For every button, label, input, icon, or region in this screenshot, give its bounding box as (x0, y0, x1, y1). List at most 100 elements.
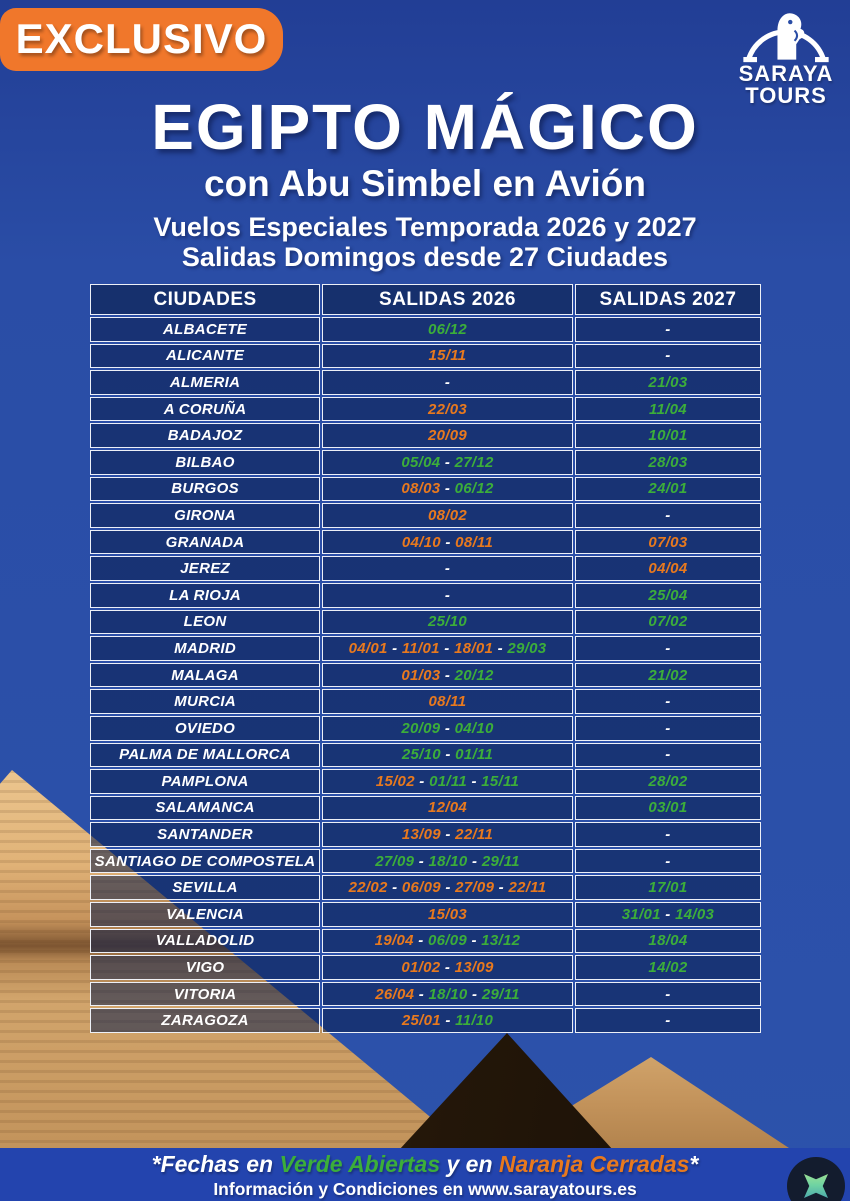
city-cell: PALMA DE MALLORCA (90, 742, 321, 768)
date-separator: - (414, 852, 429, 870)
salidas-2027-cell: 07/02 (574, 609, 761, 635)
salidas-2027-cell: 03/01 (574, 795, 761, 821)
city-cell: SEVILLA (90, 875, 321, 901)
no-departure-dash: - (665, 746, 671, 764)
table-header-row: CIUDADES SALIDAS 2026 SALIDAS 2027 (90, 284, 761, 315)
departure-date: 04/10 (454, 719, 494, 737)
salidas-2027-cell: 31/01 - 14/03 (574, 902, 761, 927)
departure-date: 21/03 (648, 373, 688, 391)
city-cell: BADAJOZ (90, 423, 321, 448)
page-subtitle: con Abu Simbel en Avión (204, 163, 646, 204)
salidas-2026-cell: 08/03 - 06/12 (322, 476, 573, 502)
salidas-2026-cell: 06/12 (322, 317, 573, 342)
table-row: MADRID 04/01 - 11/01 - 18/01 - 29/03- (90, 636, 761, 661)
date-separator: - (413, 932, 428, 950)
city-cell: GRANADA (90, 529, 321, 555)
star-icon (792, 1162, 840, 1201)
column-header: CIUDADES (90, 284, 321, 315)
departure-date: 22/11 (455, 826, 494, 844)
date-separator: - (467, 932, 482, 950)
date-separator: - (467, 772, 482, 790)
date-separator: - (467, 985, 482, 1003)
no-departure-dash: - (665, 852, 671, 870)
city-cell: VALENCIA (90, 902, 321, 927)
salidas-2026-cell: 13/09 - 22/11 (322, 822, 573, 847)
departure-date: 11/04 (648, 400, 687, 418)
star-badge (787, 1157, 845, 1201)
table-row: MALAGA 01/03 - 20/12 21/02 (90, 662, 761, 688)
city-cell: ZARAGOZA (90, 1008, 321, 1034)
departure-date: 15/03 (427, 905, 468, 923)
date-separator: - (467, 852, 482, 870)
city-cell: VALLADOLID (90, 928, 321, 954)
departure-date: 28/02 (648, 772, 688, 790)
departure-date: 03/01 (648, 799, 688, 817)
departure-date: 04/01 (348, 639, 388, 657)
salidas-2026-cell: 26/04 - 18/10 - 29/11 (322, 981, 573, 1007)
salidas-2027-cell: 14/02 (574, 955, 761, 980)
table-row: SEVILLA 22/02 - 06/09 - 27/09 - 22/11 17/0… (90, 875, 761, 901)
table-row: LEON 25/10 07/02 (90, 609, 761, 635)
date-separator: - (440, 480, 455, 498)
departure-date: 11/01 (401, 639, 440, 657)
date-separator: - (440, 533, 456, 551)
salidas-2026-cell: 20/09 - 04/10 (322, 715, 573, 741)
date-separator: - (440, 959, 455, 977)
departure-date: 25/01 (401, 1012, 441, 1030)
departure-date: 14/02 (648, 959, 688, 977)
table-row: ZARAGOZA 25/01 - 11/10- (90, 1008, 761, 1034)
table-row: A CORUÑA 22/03 11/04 (90, 396, 761, 422)
no-departure-dash: - (665, 985, 671, 1003)
departure-date: 29/11 (481, 985, 520, 1003)
departures-table: CIUDADES SALIDAS 2026 SALIDAS 2027 ALBACET… (88, 282, 763, 1035)
departure-date: 18/04 (648, 932, 688, 950)
table-row: GRANADA 04/10 - 08/11 07/03 (90, 529, 761, 555)
city-cell: VITORIA (90, 981, 321, 1007)
table-row: VALENCIA 15/03 31/01 - 14/03 (90, 902, 761, 927)
departure-date: 22/02 (348, 879, 388, 897)
city-cell: OVIEDO (90, 715, 321, 741)
salidas-2026-cell: - (322, 556, 573, 581)
departure-date: 27/09 (375, 852, 415, 870)
departure-date: 06/12 (427, 320, 468, 338)
departures-table-body: ALBACETE 06/12- ALICANTE 15/11- ALMERIA -21/0… (90, 317, 761, 1034)
salidas-2026-cell: 08/02 (322, 503, 573, 528)
departure-date: 18/01 (454, 639, 494, 657)
table-row: LA RIOJA - 25/04 (90, 582, 761, 608)
departure-date: 20/09 (427, 427, 468, 445)
departure-date: 08/03 (401, 480, 441, 498)
table-row: MURCIA 08/11 - (90, 689, 761, 714)
date-separator: - (440, 879, 456, 897)
no-departure-dash: - (665, 1012, 671, 1030)
departure-date: 06/09 (401, 879, 441, 897)
no-departure-dash: - (444, 373, 451, 391)
departure-date: 01/11 (455, 746, 494, 764)
city-cell: MADRID (90, 636, 321, 661)
salidas-2026-cell: 15/03 (322, 902, 573, 927)
departure-date: 22/11 (508, 879, 547, 897)
departure-date: 08/11 (455, 533, 494, 551)
date-separator: - (414, 985, 429, 1003)
salidas-2027-cell: - (574, 636, 761, 661)
brand-name-top: SARAYA (738, 61, 834, 86)
departure-date: 31/01 (621, 905, 661, 923)
no-departure-dash: - (665, 719, 671, 737)
city-cell: PAMPLONA (90, 769, 321, 794)
departure-date: 25/04 (648, 586, 688, 604)
city-cell: ALBACETE (90, 317, 321, 342)
table-row: BURGOS 08/03 - 06/12 24/01 (90, 476, 761, 502)
salidas-2027-cell: - (574, 1008, 761, 1034)
salidas-2027-cell: 10/01 (574, 423, 761, 448)
salidas-2027-cell: 17/01 (574, 875, 761, 901)
departure-date: 20/12 (454, 666, 494, 684)
departure-date: 14/03 (675, 905, 715, 923)
footer-bar: *Fechas en Verde Abiertas y en Naranja C… (0, 1148, 850, 1201)
info-url-line: Información y Condiciones en www.sarayat… (213, 1179, 637, 1199)
salidas-2026-cell: 15/11 (322, 343, 573, 369)
departure-date: 06/12 (454, 480, 494, 498)
table-row: GIRONA 08/02 - (90, 503, 761, 528)
departure-date: 10/01 (648, 427, 688, 445)
departure-date: 13/09 (454, 959, 494, 977)
departure-date: 13/12 (481, 932, 521, 950)
salidas-2027-cell: 21/03 (574, 370, 761, 395)
